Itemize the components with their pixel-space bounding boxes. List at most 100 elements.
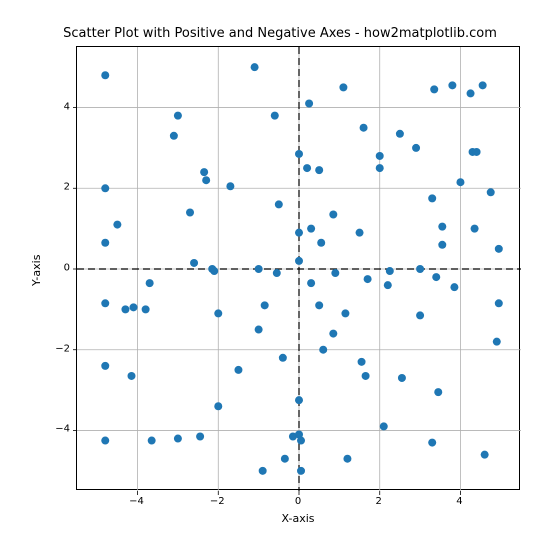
scatter-point bbox=[481, 451, 489, 459]
scatter-point bbox=[196, 433, 204, 441]
scatter-point bbox=[364, 275, 372, 283]
scatter-point bbox=[297, 437, 305, 445]
x-axis-label: X-axis bbox=[76, 512, 520, 525]
scatter-point bbox=[259, 467, 267, 475]
scatter-point bbox=[148, 437, 156, 445]
scatter-point bbox=[127, 372, 135, 380]
ytick-label: 2 bbox=[40, 182, 70, 193]
scatter-point bbox=[386, 267, 394, 275]
scatter-point bbox=[315, 166, 323, 174]
scatter-point bbox=[255, 265, 263, 273]
scatter-point bbox=[295, 229, 303, 237]
scatter-point bbox=[130, 303, 138, 311]
scatter-point bbox=[341, 309, 349, 317]
scatter-point bbox=[487, 188, 495, 196]
xtick-label: 4 bbox=[456, 496, 462, 507]
scatter-point bbox=[279, 354, 287, 362]
chart-title: Scatter Plot with Positive and Negative … bbox=[0, 26, 560, 41]
scatter-point bbox=[271, 112, 279, 120]
scatter-point bbox=[428, 439, 436, 447]
ytick-label: −2 bbox=[40, 343, 70, 354]
scatter-point bbox=[317, 239, 325, 247]
scatter-point bbox=[479, 81, 487, 89]
scatter-point bbox=[273, 269, 281, 277]
scatter-point bbox=[495, 245, 503, 253]
scatter-point bbox=[210, 267, 218, 275]
scatter-point bbox=[214, 309, 222, 317]
scatter-point bbox=[356, 229, 364, 237]
scatter-point bbox=[121, 305, 129, 313]
scatter-point bbox=[146, 279, 154, 287]
scatter-point bbox=[493, 338, 501, 346]
scatter-point bbox=[331, 269, 339, 277]
scatter-point bbox=[495, 299, 503, 307]
scatter-point bbox=[101, 362, 109, 370]
scatter-point bbox=[101, 71, 109, 79]
scatter-point bbox=[297, 467, 305, 475]
scatter-point bbox=[142, 305, 150, 313]
scatter-point bbox=[416, 265, 424, 273]
scatter-point bbox=[434, 388, 442, 396]
scatter-point bbox=[432, 273, 440, 281]
scatter-point bbox=[202, 176, 210, 184]
scatter-point bbox=[343, 455, 351, 463]
scatter-point bbox=[113, 221, 121, 229]
scatter-point bbox=[376, 164, 384, 172]
scatter-point bbox=[398, 374, 406, 382]
scatter-point bbox=[251, 63, 259, 71]
scatter-point bbox=[467, 89, 475, 97]
scatter-point bbox=[362, 372, 370, 380]
ytick-label: 4 bbox=[40, 101, 70, 112]
scatter-point bbox=[226, 182, 234, 190]
scatter-point bbox=[430, 85, 438, 93]
scatter-point bbox=[412, 144, 420, 152]
scatter-point bbox=[234, 366, 242, 374]
scatter-point bbox=[307, 279, 315, 287]
xtick-label: 2 bbox=[376, 496, 382, 507]
scatter-point bbox=[295, 257, 303, 265]
scatter-point bbox=[200, 168, 208, 176]
ytick-label: 0 bbox=[40, 263, 70, 274]
scatter-point bbox=[339, 83, 347, 91]
xtick-label: −2 bbox=[210, 496, 225, 507]
scatter-point bbox=[190, 259, 198, 267]
scatter-point bbox=[101, 239, 109, 247]
scatter-point bbox=[360, 124, 368, 132]
plot-area bbox=[76, 46, 520, 490]
scatter-point bbox=[358, 358, 366, 366]
scatter-point bbox=[380, 422, 388, 430]
scatter-point bbox=[448, 81, 456, 89]
scatter-point bbox=[315, 301, 323, 309]
xtick-label: −4 bbox=[129, 496, 144, 507]
scatter-point bbox=[186, 208, 194, 216]
scatter-point bbox=[428, 194, 436, 202]
figure: Scatter Plot with Positive and Negative … bbox=[0, 0, 560, 560]
scatter-point bbox=[305, 100, 313, 108]
xtick-label: 0 bbox=[295, 496, 301, 507]
scatter-point bbox=[416, 311, 424, 319]
scatter-point bbox=[438, 241, 446, 249]
scatter-point bbox=[329, 330, 337, 338]
scatter-point bbox=[329, 211, 337, 219]
scatter-point bbox=[101, 299, 109, 307]
scatter-point bbox=[307, 225, 315, 233]
scatter-point bbox=[450, 283, 458, 291]
scatter-point bbox=[101, 184, 109, 192]
scatter-point bbox=[473, 148, 481, 156]
scatter-point bbox=[174, 112, 182, 120]
scatter-point bbox=[456, 178, 464, 186]
plot-svg bbox=[77, 47, 521, 491]
scatter-point bbox=[255, 326, 263, 334]
scatter-point bbox=[261, 301, 269, 309]
scatter-point bbox=[295, 150, 303, 158]
scatter-point bbox=[275, 200, 283, 208]
scatter-point bbox=[101, 437, 109, 445]
scatter-point bbox=[376, 152, 384, 160]
ytick-label: −4 bbox=[40, 424, 70, 435]
scatter-point bbox=[384, 281, 392, 289]
scatter-point bbox=[295, 396, 303, 404]
scatter-point bbox=[471, 225, 479, 233]
scatter-point bbox=[319, 346, 327, 354]
scatter-point bbox=[303, 164, 311, 172]
scatter-point bbox=[214, 402, 222, 410]
